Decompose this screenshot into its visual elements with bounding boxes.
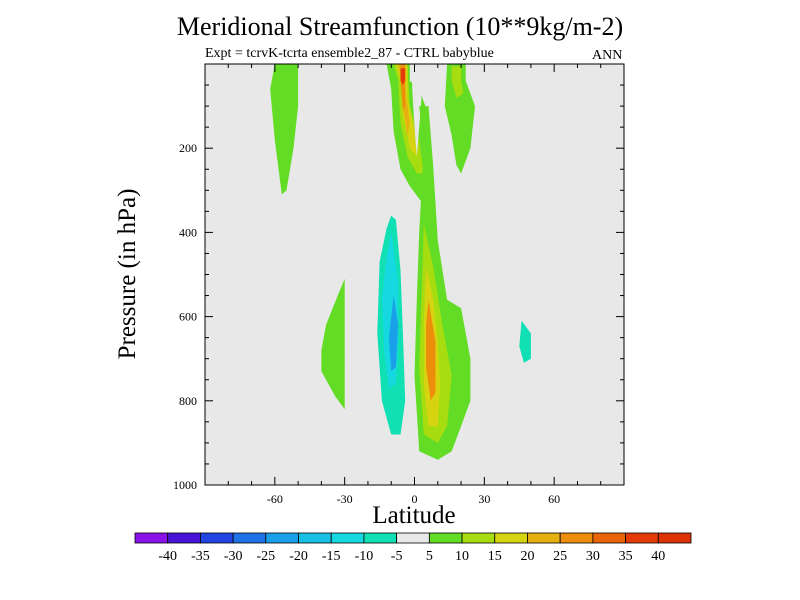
colorbar-swatch (330, 532, 365, 544)
colorbar-swatch (298, 532, 332, 544)
chart-title: Meridional Streamfunction (10**9kg/m-2) (176, 12, 624, 41)
season-label: ANN (592, 48, 623, 63)
colorbar-label: 40 (651, 549, 665, 564)
contour-nh-subpolar-positive (270, 64, 299, 195)
colorbar-label: -35 (191, 549, 210, 564)
contour-layer (270, 64, 559, 460)
y-tick-label: 600 (179, 310, 197, 324)
colorbar-swatch (200, 532, 234, 544)
contour-nh-midlat-positive-patch (321, 278, 345, 410)
colorbar-label: -15 (322, 549, 341, 564)
y-tick-label: 200 (179, 141, 197, 155)
x-tick-label: -60 (267, 492, 283, 506)
colorbar: -40 -35 -30 -25 -20 -15 -10 -5 5 10 15 20 25 30 35 40 (134, 532, 692, 564)
colorbar-swatch (494, 532, 528, 544)
contour-sh-upper-positive-band2 (451, 66, 464, 98)
colorbar-label: -10 (355, 549, 374, 564)
colorbar-label: 5 (426, 549, 433, 564)
colorbar-label: -40 (158, 549, 177, 564)
colorbar-swatch (265, 532, 299, 544)
x-tick-label: -30 (337, 492, 353, 506)
colorbar-label: -20 (289, 549, 308, 564)
y-tick-label: 1000 (173, 478, 197, 492)
colorbar-label: 35 (619, 549, 633, 564)
colorbar-label: 10 (455, 549, 469, 564)
chart-subtitle: Expt = tcrvK-tcrta ensemble2_87 - CTRL b… (205, 46, 494, 61)
colorbar-swatch (134, 532, 169, 544)
contour-sh-ferrel-negative-core (519, 320, 531, 363)
x-axis-label: Latitude (372, 502, 456, 529)
contour-sh-hadley-positive-core (426, 299, 436, 401)
contour-upper-positive-plume-core (400, 68, 406, 85)
colorbar-swatch (527, 532, 561, 544)
contour-sh-midlat-negative-upper (354, 66, 368, 134)
y-tick-label: 800 (179, 394, 197, 408)
colorbar-swatch (625, 532, 659, 544)
colorbar-label: 15 (488, 549, 502, 564)
colorbar-swatch (592, 532, 626, 544)
contour-sh-ferrel-negative (498, 181, 559, 427)
colorbar-swatch (657, 532, 692, 544)
contour-sh-upper-positive (444, 64, 475, 174)
x-tick-label: 60 (548, 492, 560, 506)
x-tick-label: 0 (412, 492, 418, 506)
colorbar-swatch (559, 532, 594, 544)
y-tick-label: 400 (179, 225, 197, 239)
colorbar-label: -25 (256, 549, 275, 564)
colorbar-label: 30 (586, 549, 600, 564)
contour-nh-hadley-negative-core (388, 295, 399, 372)
colorbar-label: -30 (224, 549, 243, 564)
colorbar-swatch (396, 532, 430, 544)
colorbar-label: -5 (391, 549, 403, 564)
axis-layer: -60 -30 0 30 60 200 400 600 800 1000 (173, 63, 625, 506)
colorbar-swatch (461, 532, 496, 544)
colorbar-swatch (363, 532, 398, 544)
colorbar-swatch (428, 532, 463, 544)
colorbar-swatch (232, 532, 267, 544)
contour-small-negative-patch (361, 219, 368, 267)
x-tick-label: 30 (478, 492, 490, 506)
colorbar-swatch (167, 532, 201, 544)
colorbar-label: 25 (553, 549, 567, 564)
contour-upper-negative-notch (412, 64, 422, 157)
colorbar-label: 20 (520, 549, 534, 564)
